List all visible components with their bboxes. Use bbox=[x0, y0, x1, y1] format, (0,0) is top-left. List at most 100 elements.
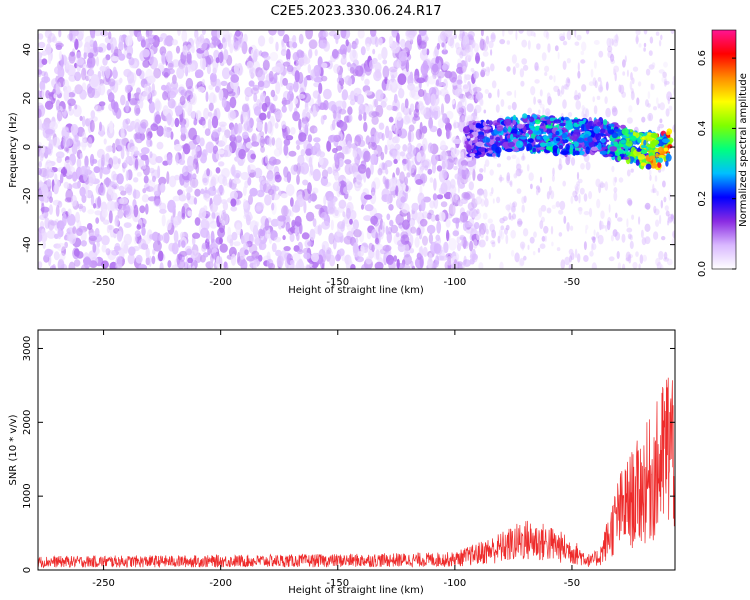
faint-noise-blob bbox=[498, 176, 505, 182]
signal-blob bbox=[609, 146, 618, 152]
noise-blob bbox=[417, 102, 425, 111]
noise-blob bbox=[71, 195, 78, 207]
noise-blob bbox=[201, 30, 206, 35]
noise-blob bbox=[157, 250, 164, 262]
faint-noise-blob bbox=[562, 60, 567, 70]
noise-blob bbox=[421, 159, 430, 168]
noise-blob bbox=[108, 31, 112, 40]
noise-blob bbox=[65, 60, 71, 70]
noise-blob bbox=[281, 120, 287, 129]
faint-noise-blob bbox=[574, 248, 578, 259]
signal-blob bbox=[623, 156, 630, 160]
faint-noise-blob bbox=[661, 165, 665, 172]
signal-blob bbox=[632, 131, 637, 137]
noise-blob bbox=[73, 259, 81, 267]
x-tick-label: -100 bbox=[444, 578, 467, 589]
noise-blob bbox=[290, 126, 296, 135]
noise-blob bbox=[76, 228, 83, 236]
noise-blob bbox=[277, 215, 287, 222]
faint-noise-blob bbox=[580, 163, 585, 170]
faint-noise-blob bbox=[517, 220, 523, 225]
noise-blob bbox=[428, 233, 434, 244]
faint-noise-blob bbox=[483, 109, 487, 114]
faint-noise-blob bbox=[455, 194, 459, 201]
faint-noise-blob bbox=[626, 198, 633, 205]
noise-blob bbox=[217, 42, 223, 50]
noise-blob bbox=[41, 202, 45, 215]
signal-blob bbox=[475, 122, 481, 128]
snr-plot-area bbox=[38, 330, 675, 570]
noise-blob bbox=[42, 240, 46, 249]
noise-blob bbox=[133, 235, 138, 245]
noise-blob bbox=[322, 30, 329, 38]
noise-blob bbox=[295, 61, 302, 71]
noise-blob bbox=[72, 226, 77, 235]
signal-blob bbox=[649, 163, 658, 169]
noise-blob bbox=[441, 49, 448, 55]
noise-blob bbox=[333, 63, 341, 74]
noise-blob bbox=[478, 239, 486, 248]
noise-blob bbox=[262, 59, 270, 71]
noise-blob bbox=[203, 107, 210, 120]
noise-blob bbox=[163, 125, 168, 138]
faint-noise-blob bbox=[596, 231, 600, 239]
faint-noise-blob bbox=[506, 155, 511, 161]
colorbar-tick-label: 0.2 bbox=[697, 191, 708, 207]
faint-noise-blob bbox=[637, 81, 642, 87]
signal-blob bbox=[488, 120, 493, 126]
faint-noise-blob bbox=[642, 254, 647, 262]
noise-blob bbox=[436, 220, 442, 234]
noise-blob bbox=[156, 141, 164, 150]
noise-blob bbox=[242, 103, 249, 113]
noise-blob bbox=[240, 259, 248, 269]
noise-blob bbox=[394, 143, 401, 151]
noise-blob bbox=[188, 127, 198, 141]
signal-blob bbox=[495, 136, 501, 142]
noise-blob bbox=[154, 114, 162, 125]
faint-noise-blob bbox=[576, 34, 582, 41]
faint-noise-blob bbox=[675, 123, 677, 128]
noise-blob bbox=[238, 148, 247, 160]
faint-noise-blob bbox=[577, 70, 581, 79]
noise-blob bbox=[338, 69, 343, 82]
noise-blob bbox=[156, 125, 164, 137]
noise-blob bbox=[429, 125, 438, 133]
noise-blob bbox=[411, 202, 420, 212]
noise-blob bbox=[44, 217, 50, 229]
noise-blob bbox=[335, 100, 345, 107]
faint-noise-blob bbox=[550, 225, 554, 235]
noise-blob bbox=[159, 208, 167, 214]
noise-blob bbox=[58, 50, 63, 61]
faint-noise-blob bbox=[544, 235, 547, 242]
noise-blob bbox=[122, 203, 131, 216]
noise-blob bbox=[125, 35, 133, 47]
faint-noise-blob bbox=[511, 202, 516, 212]
faint-noise-blob bbox=[521, 196, 525, 204]
faint-noise-blob bbox=[506, 175, 511, 184]
faint-noise-blob bbox=[508, 212, 512, 220]
signal-blob bbox=[585, 146, 590, 155]
faint-noise-blob bbox=[574, 195, 579, 202]
noise-blob bbox=[400, 38, 406, 48]
signal-blob bbox=[614, 128, 620, 132]
noise-blob bbox=[466, 103, 474, 113]
faint-noise-blob bbox=[672, 217, 675, 225]
faint-noise-blob bbox=[643, 30, 648, 35]
faint-noise-blob bbox=[666, 258, 673, 266]
faint-noise-blob bbox=[522, 64, 529, 71]
noise-blob bbox=[90, 110, 96, 119]
signal-blob bbox=[576, 137, 585, 143]
faint-noise-blob bbox=[462, 65, 467, 73]
noise-blob bbox=[235, 222, 242, 235]
noise-blob bbox=[177, 239, 181, 248]
noise-blob bbox=[416, 227, 422, 236]
noise-blob bbox=[415, 179, 424, 185]
noise-blob bbox=[38, 232, 43, 243]
signal-blob bbox=[516, 123, 524, 129]
noise-blob bbox=[473, 222, 480, 230]
noise-blob bbox=[307, 195, 312, 204]
noise-blob bbox=[134, 158, 139, 170]
faint-noise-blob bbox=[530, 183, 533, 190]
faint-noise-blob bbox=[559, 200, 566, 211]
noise-blob bbox=[200, 227, 209, 238]
